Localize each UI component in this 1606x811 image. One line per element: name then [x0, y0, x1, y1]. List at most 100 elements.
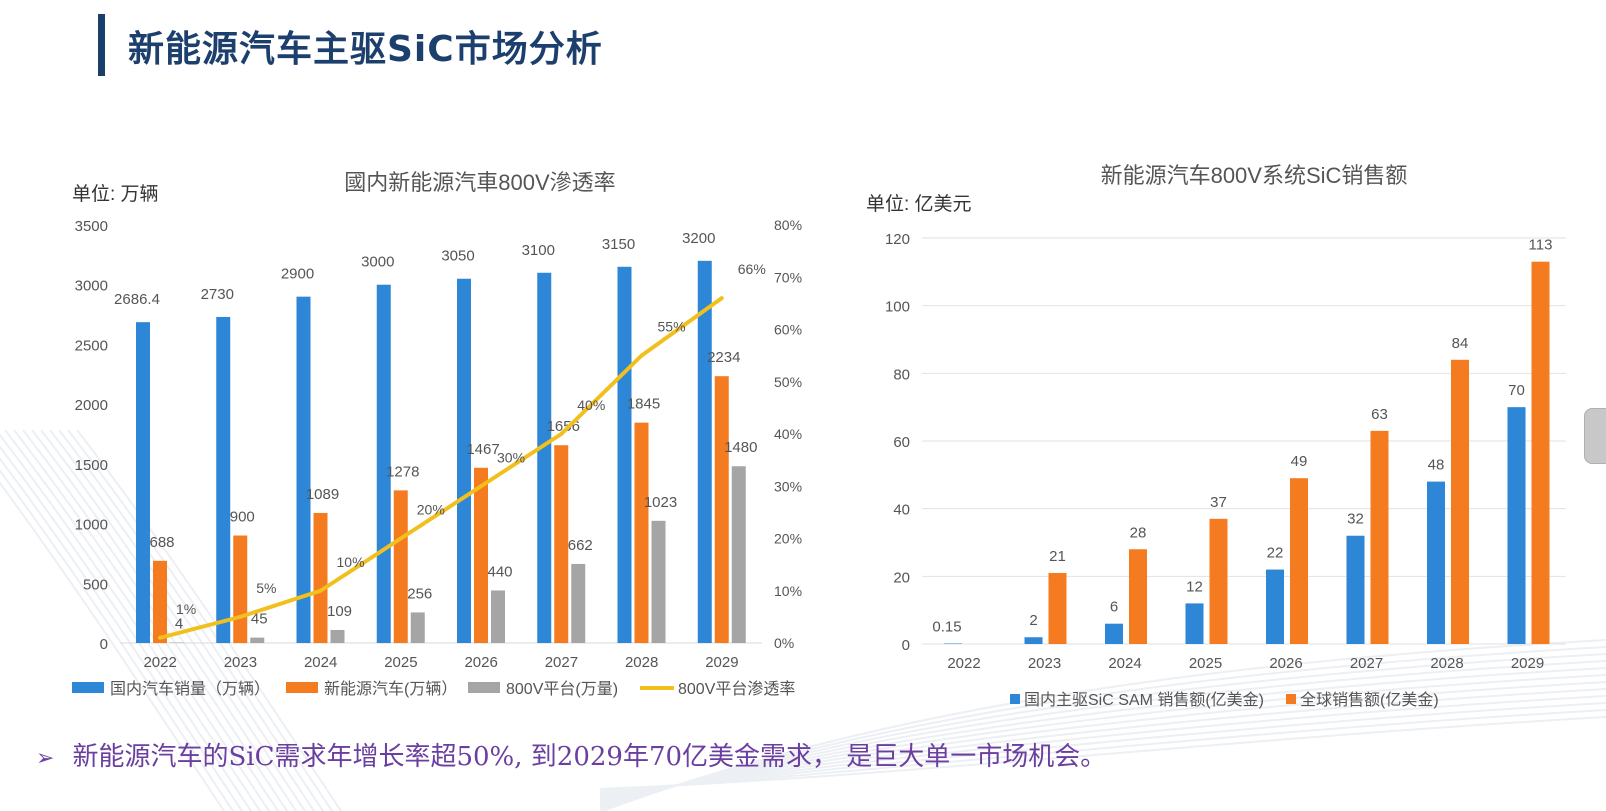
bg-curve-left	[40, 429, 307, 811]
y-tick-label: 120	[885, 231, 910, 248]
bar-gray	[250, 637, 265, 643]
bg-curve-bottom	[599, 660, 1606, 807]
line-point	[639, 353, 644, 358]
y2-tick-label: 40%	[774, 426, 802, 442]
bar-gray	[731, 466, 746, 643]
line-data-label: 10%	[337, 554, 365, 570]
bar-blue	[1507, 407, 1526, 644]
y-tick-label: 80	[893, 366, 910, 383]
bar-orange	[153, 560, 167, 643]
y-tick-label: 500	[83, 576, 108, 593]
data-label-orange: 113	[1529, 237, 1553, 254]
bar-blue	[1185, 603, 1204, 644]
bg-curve-bottom	[599, 639, 1606, 811]
y2-tick-label: 80%	[774, 217, 802, 233]
line-data-label: 20%	[417, 502, 445, 518]
data-label-orange: 49	[1291, 453, 1308, 470]
data-label-orange: 2234	[707, 349, 740, 366]
data-label-gray: 4	[175, 616, 183, 633]
data-label-orange: 900	[230, 509, 255, 526]
bg-curve-bottom	[599, 653, 1606, 809]
bg-curve-bottom	[599, 681, 1606, 801]
data-label-blue: 2730	[201, 286, 234, 303]
bar-blue	[1346, 535, 1365, 644]
line-point	[158, 635, 162, 640]
legend-swatch	[286, 682, 318, 693]
line-data-label: 30%	[497, 449, 525, 465]
y-tick-label: 100	[885, 299, 910, 316]
legend-label: 全球销售额(亿美金)	[1300, 691, 1439, 709]
data-label-gray: 256	[407, 585, 432, 602]
data-label-blue: 48	[1428, 457, 1445, 474]
bg-curve-left	[31, 429, 298, 811]
bg-curve-bottom	[599, 695, 1606, 797]
y-tick-label: 40	[893, 502, 910, 519]
data-label-blue: 12	[1186, 578, 1203, 595]
unit-label: 单位: 亿美元	[866, 193, 972, 215]
side-scroll-handle[interactable]	[1584, 408, 1606, 464]
bar-gray	[330, 629, 345, 643]
y-tick-label: 20	[893, 569, 910, 586]
x-tick-label: 2025	[384, 654, 417, 671]
chart-title: 新能源汽车800V系统SiC销售额	[1101, 163, 1408, 188]
x-tick-label: 2025	[1189, 655, 1222, 672]
data-label-blue: 2686.4	[114, 291, 160, 308]
line-point	[719, 296, 724, 301]
line-data-label: 40%	[577, 397, 605, 413]
data-label-orange: 37	[1210, 494, 1227, 511]
x-tick-label: 2028	[1430, 655, 1463, 672]
bar-orange	[1129, 549, 1147, 644]
x-tick-label: 2023	[224, 654, 257, 671]
data-label-gray: 662	[568, 537, 593, 554]
x-tick-label: 2026	[464, 654, 497, 671]
data-label-blue: 2	[1029, 612, 1037, 629]
x-tick-label: 2027	[545, 654, 578, 671]
legend-label: 新能源汽车(万辆）	[324, 680, 457, 698]
data-label-blue: 0.15	[932, 618, 961, 635]
bg-curve-left	[0, 457, 244, 811]
bg-curve-bottom	[599, 674, 1606, 803]
bg-curve-bottom	[599, 716, 1606, 790]
data-label-gray: 109	[327, 603, 352, 620]
bar-orange	[1370, 430, 1389, 644]
bar-orange	[474, 467, 488, 643]
bg-curve-left	[67, 429, 334, 811]
bg-curve-bottom	[599, 709, 1606, 792]
bar-orange	[554, 445, 569, 643]
y2-tick-label: 70%	[774, 269, 802, 285]
bar-blue	[216, 316, 231, 643]
y2-tick-label: 60%	[774, 322, 802, 338]
y-tick-label: 3000	[75, 278, 108, 295]
data-label-blue: 70	[1508, 382, 1525, 399]
bar-orange	[313, 512, 328, 643]
bar-blue	[1427, 481, 1445, 644]
data-label-gray: 45	[251, 611, 268, 628]
bar-orange	[634, 422, 649, 643]
bar-gray	[651, 520, 666, 643]
legend-swatch	[1010, 694, 1020, 704]
y-tick-label: 0	[100, 636, 108, 653]
data-label-blue: 3200	[682, 230, 715, 247]
y-tick-label: 0	[902, 637, 910, 654]
data-label-orange: 63	[1371, 406, 1388, 423]
bar-orange	[1209, 518, 1228, 644]
data-label-orange: 1089	[306, 486, 339, 503]
bg-curve-left	[0, 445, 253, 811]
data-label-blue: 2900	[281, 266, 314, 283]
x-tick-label: 2022	[947, 655, 980, 672]
y2-tick-label: 10%	[774, 583, 802, 599]
data-label-blue: 22	[1267, 545, 1284, 562]
bar-gray	[491, 590, 505, 643]
y-tick-label: 1000	[75, 517, 108, 534]
data-label-orange: 84	[1452, 335, 1469, 352]
bar-orange	[1531, 261, 1550, 644]
chart-title: 國内新能源汽車800V滲透率	[344, 170, 615, 195]
data-label-gray: 1023	[644, 494, 677, 511]
bg-curve-left	[0, 481, 226, 811]
line-penetration	[159, 296, 723, 640]
y-tick-label: 2000	[75, 397, 108, 414]
bar-blue	[697, 260, 712, 643]
x-tick-label: 2027	[1350, 655, 1383, 672]
